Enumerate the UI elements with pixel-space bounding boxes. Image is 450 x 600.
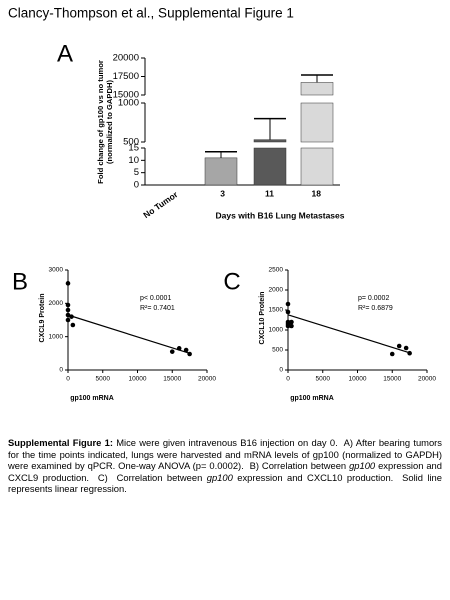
data-point xyxy=(65,317,71,323)
y-tick-label: 0 xyxy=(59,367,63,374)
bar xyxy=(300,102,334,143)
regression-line xyxy=(287,314,410,354)
x-tick-label: 18 xyxy=(312,188,322,198)
y-tick-label: 5 xyxy=(134,167,139,178)
y-tick-label: 3000 xyxy=(49,267,64,274)
y-tick-label: 2000 xyxy=(269,287,284,294)
y-tick-label: 20000 xyxy=(113,53,139,64)
data-point xyxy=(289,319,294,325)
figure: Clancy-Thompson et al., Supplemental Fig… xyxy=(8,6,436,402)
x-tick-label: 15000 xyxy=(383,376,401,383)
caption-text: Mice were given intravenous B16 injectio… xyxy=(8,437,445,472)
x-tick-label: 20000 xyxy=(418,376,436,383)
y-tick-label: 1500 xyxy=(269,307,284,314)
caption-text: expression and CXCL10 production. Solid … xyxy=(8,471,445,495)
y-axis-label: (normalized to GAPDH) xyxy=(105,80,114,164)
data-point xyxy=(65,312,71,318)
data-point xyxy=(396,343,402,349)
y-tick-label: 17500 xyxy=(113,71,139,82)
x-tick-label: 10000 xyxy=(348,376,366,383)
bar xyxy=(300,82,334,96)
data-point xyxy=(176,346,182,351)
y-tick-label: 15000 xyxy=(113,90,139,101)
data-point xyxy=(285,323,291,329)
caption-text: gp100 xyxy=(349,460,376,472)
caption: Supplemental Figure 1: Mice were given i… xyxy=(8,437,442,495)
data-point xyxy=(403,345,409,351)
x-axis-label: gp100 mRNA xyxy=(290,395,334,402)
data-point xyxy=(65,307,71,313)
data-point xyxy=(289,323,294,329)
data-point xyxy=(70,322,76,328)
caption-text: expression and CXCL9 production. C) Corr… xyxy=(8,460,445,483)
y-tick-label: 2000 xyxy=(49,300,64,307)
bar xyxy=(204,157,238,186)
x-tick-label: 20000 xyxy=(198,376,216,383)
x-tick-label: No Tumor xyxy=(141,189,180,220)
annotation: p= 0.0002 xyxy=(358,295,389,302)
panel-label: B xyxy=(12,268,28,295)
panel-label: A xyxy=(57,40,73,67)
y-tick-label: 500 xyxy=(123,137,139,148)
data-point xyxy=(69,314,74,319)
y-axis-label: CXCL10 Protein xyxy=(259,292,266,345)
x-tick-label: 5000 xyxy=(316,376,331,383)
y-tick-label: 0 xyxy=(134,180,139,191)
data-point xyxy=(285,301,291,307)
bar xyxy=(253,139,287,143)
x-tick-label: 0 xyxy=(286,376,290,383)
data-point xyxy=(285,309,291,315)
y-tick-label: 1000 xyxy=(118,98,139,109)
y-tick-label: 0 xyxy=(279,367,283,374)
annotation: R²= 0.7401 xyxy=(140,305,175,312)
x-tick-label: 0 xyxy=(66,376,70,383)
data-point xyxy=(389,351,395,357)
data-point xyxy=(65,302,71,308)
y-axis-label: Fold change of gp100 vs no tumor xyxy=(96,60,105,184)
bar xyxy=(253,147,287,186)
data-point xyxy=(187,351,192,357)
data-point xyxy=(169,349,175,354)
x-tick-label: 5000 xyxy=(96,376,111,383)
data-point xyxy=(65,281,71,286)
y-tick-label: 2500 xyxy=(269,267,284,274)
annotation: R²= 0.6879 xyxy=(358,305,393,312)
y-tick-label: 10 xyxy=(128,155,139,166)
caption-text: Supplemental Figure 1: xyxy=(8,437,113,448)
x-tick-label: 10000 xyxy=(128,376,146,383)
data-point xyxy=(183,347,189,353)
caption-text: gp100 xyxy=(206,471,233,483)
data-point xyxy=(407,350,412,356)
bar xyxy=(300,147,334,186)
x-axis-label: gp100 mRNA xyxy=(70,395,114,402)
y-tick-label: 500 xyxy=(272,347,283,354)
figure-title: Clancy-Thompson et al., Supplemental Fig… xyxy=(8,6,294,21)
x-tick-label: 3 xyxy=(220,188,225,198)
y-tick-label: 1000 xyxy=(269,327,284,334)
x-tick-label: 15000 xyxy=(163,376,181,383)
x-tick-label: 11 xyxy=(265,188,274,198)
y-axis-label: CXCL9 Protein xyxy=(39,293,46,342)
x-axis-label: Days with B16 Lung Metastases xyxy=(216,210,345,220)
y-tick-label: 15 xyxy=(128,143,139,154)
annotation: p< 0.0001 xyxy=(140,295,171,302)
y-tick-label: 1000 xyxy=(49,333,64,340)
panel-label: C xyxy=(223,268,240,295)
regression-line xyxy=(67,314,190,354)
